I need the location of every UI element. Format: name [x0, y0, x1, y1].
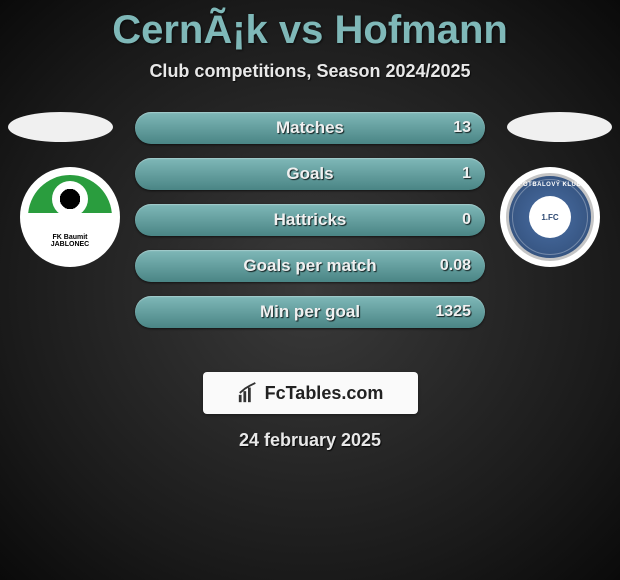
comparison-content: FK Baumit JABLONEC FOTBALOVÝ KLUB 1.FC M… [0, 112, 620, 362]
page-title: CernÃ¡k vs Hofmann [0, 0, 620, 53]
stat-value: 1325 [435, 303, 471, 321]
stat-value: 13 [453, 119, 471, 137]
stat-label: Goals [286, 164, 333, 184]
stat-label: Goals per match [243, 256, 376, 276]
footer-brand[interactable]: FcTables.com [203, 372, 418, 414]
stat-row-min-per-goal: Min per goal 1325 [135, 296, 485, 328]
stat-row-goals: Goals 1 [135, 158, 485, 190]
stat-label: Min per goal [260, 302, 360, 322]
stat-value: 0 [462, 211, 471, 229]
player-ellipse-left [8, 112, 113, 142]
chart-icon [237, 382, 259, 404]
stats-list: Matches 13 Goals 1 Hattricks 0 Goals per… [135, 112, 485, 342]
footer-brand-text: FcTables.com [265, 383, 384, 404]
stat-label: Matches [276, 118, 344, 138]
stat-label: Hattricks [274, 210, 347, 230]
season-subtitle: Club competitions, Season 2024/2025 [0, 61, 620, 82]
club-badge-right-inner: FOTBALOVÝ KLUB 1.FC [506, 173, 594, 261]
club-right-ring-text: FOTBALOVÝ KLUB [519, 182, 581, 188]
stat-row-hattricks: Hattricks 0 [135, 204, 485, 236]
club-badge-right[interactable]: FOTBALOVÝ KLUB 1.FC [500, 167, 600, 267]
stat-row-goals-per-match: Goals per match 0.08 [135, 250, 485, 282]
club-badge-left[interactable]: FK Baumit JABLONEC [20, 167, 120, 267]
stat-row-matches: Matches 13 [135, 112, 485, 144]
club-left-name: FK Baumit JABLONEC [51, 234, 90, 249]
stat-value: 1 [462, 165, 471, 183]
player-ellipse-right [507, 112, 612, 142]
stat-value: 0.08 [440, 257, 471, 275]
footer-date: 24 february 2025 [0, 430, 620, 451]
club-badge-left-inner: FK Baumit JABLONEC [28, 175, 112, 259]
club-right-ring: FOTBALOVÝ KLUB [512, 179, 588, 255]
